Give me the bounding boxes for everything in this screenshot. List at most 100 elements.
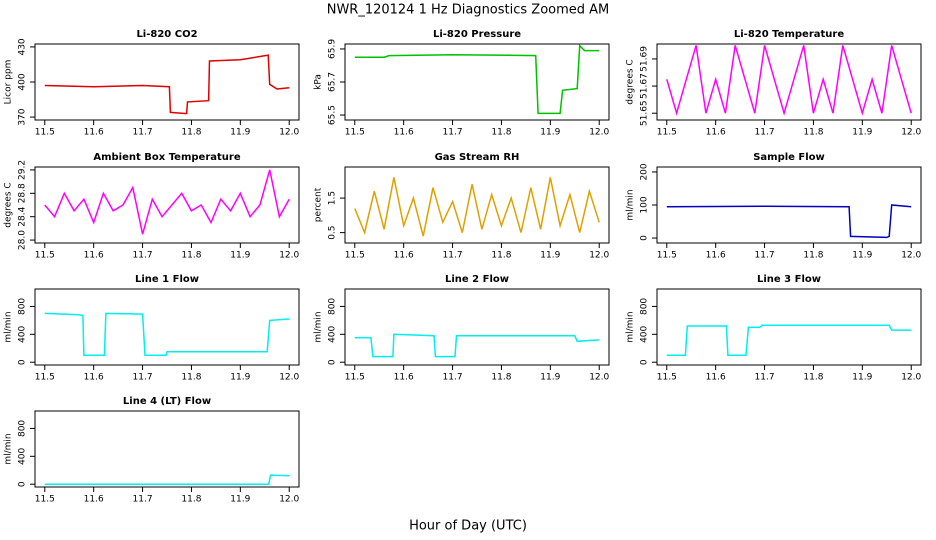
x-tick-label: 11.7: [755, 128, 775, 138]
x-tick-label: 11.8: [491, 251, 511, 261]
y-tick-label: 800: [18, 420, 28, 437]
x-tick-label: 11.9: [230, 128, 250, 138]
y-tick-label: 370: [18, 108, 28, 125]
x-tick-label: 11.8: [803, 251, 823, 261]
x-tick-label: 11.8: [491, 128, 511, 138]
panel-title: Li-820 CO2: [136, 29, 197, 40]
y-tick-label: 28.4: [18, 206, 28, 226]
x-axis-label: Hour of Day (UTC): [409, 519, 527, 534]
x-tick-label: 11.8: [181, 251, 201, 261]
y-tick-label: 0: [328, 359, 338, 365]
y-tick-label: 65.7: [328, 72, 338, 92]
plot-frame: [34, 43, 300, 121]
x-tick-label: 11.6: [84, 251, 104, 261]
panel-title: Li-820 Temperature: [734, 29, 844, 40]
y-tick-label: 400: [18, 447, 28, 464]
y-tick-label: 0: [640, 359, 650, 365]
x-tick-label: 11.6: [84, 128, 104, 138]
y-tick-label: 51.69: [640, 46, 650, 72]
x-tick-label: 12.0: [279, 373, 299, 383]
panel-title: Line 1 Flow: [135, 274, 199, 285]
y-axis-label: degrees C: [4, 182, 14, 227]
panel-title: Gas Stream RH: [435, 152, 520, 163]
x-tick-label: 11.6: [394, 373, 414, 383]
x-tick-label: 11.6: [84, 373, 104, 383]
x-tick-label: 11.5: [345, 373, 365, 383]
x-tick-label: 11.5: [35, 373, 55, 383]
x-tick-label: 11.5: [35, 495, 55, 505]
x-tick-label: 12.0: [901, 251, 921, 261]
x-tick-label: 11.7: [443, 251, 463, 261]
x-tick-label: 12.0: [279, 128, 299, 138]
plot-frame: [344, 43, 610, 121]
x-tick-label: 11.6: [706, 251, 726, 261]
y-tick-label: 1.5: [328, 191, 338, 205]
y-tick-label: 100: [640, 196, 650, 213]
x-tick-label: 11.9: [230, 373, 250, 383]
x-tick-label: 11.7: [133, 495, 153, 505]
y-tick-label: 430: [18, 38, 28, 55]
y-tick-label: 400: [18, 325, 28, 342]
x-tick-label: 11.6: [394, 128, 414, 138]
y-tick-label: 28.0: [18, 230, 28, 250]
x-tick-label: 11.7: [133, 251, 153, 261]
x-tick-label: 11.5: [345, 128, 365, 138]
x-tick-label: 11.6: [394, 251, 414, 261]
x-tick-label: 11.6: [706, 128, 726, 138]
y-axis-label: Licor ppm: [4, 60, 14, 105]
y-tick-label: 29.2: [18, 160, 28, 180]
x-tick-label: 11.7: [443, 373, 463, 383]
plot-frame: [344, 288, 610, 366]
x-tick-label: 11.8: [181, 373, 201, 383]
panel-title: Line 2 Flow: [445, 274, 509, 285]
x-tick-label: 11.5: [345, 251, 365, 261]
x-tick-label: 11.9: [852, 128, 872, 138]
y-tick-label: 400: [640, 325, 650, 342]
chart-title: NWR_120124 1 Hz Diagnostics Zoomed AM: [327, 3, 610, 18]
plot-frame: [34, 288, 300, 366]
y-tick-label: 0.5: [328, 225, 338, 239]
plot-frame: [656, 166, 922, 244]
plot-frame: [656, 43, 922, 121]
y-axis-label: ml/min: [626, 311, 636, 342]
series-line: [44, 474, 290, 485]
plot-frame: [34, 166, 300, 244]
x-tick-label: 12.0: [901, 373, 921, 383]
x-tick-label: 11.8: [491, 373, 511, 383]
y-axis-label: ml/min: [4, 311, 14, 342]
y-axis-label: ml/min: [4, 433, 14, 464]
x-tick-label: 11.7: [443, 128, 463, 138]
x-tick-label: 12.0: [589, 251, 609, 261]
x-tick-label: 11.6: [706, 373, 726, 383]
x-tick-label: 12.0: [279, 495, 299, 505]
y-tick-label: 800: [328, 298, 338, 315]
panel-title: Li-820 Pressure: [433, 29, 521, 40]
x-tick-label: 11.5: [35, 128, 55, 138]
x-tick-label: 11.5: [657, 373, 677, 383]
y-axis-label: kPa: [314, 74, 324, 90]
x-tick-label: 11.9: [230, 495, 250, 505]
x-tick-label: 11.9: [540, 251, 560, 261]
panel-title: Line 3 Flow: [757, 274, 821, 285]
x-tick-label: 11.8: [181, 128, 201, 138]
y-tick-label: 800: [640, 298, 650, 315]
y-tick-label: 65.5: [328, 105, 338, 125]
y-tick-label: 0: [640, 235, 650, 241]
x-tick-label: 11.5: [35, 251, 55, 261]
y-tick-label: 51.67: [640, 73, 650, 99]
x-tick-label: 11.9: [852, 373, 872, 383]
series-line: [354, 333, 600, 358]
y-axis-label: percent: [314, 187, 324, 222]
panel-title: Ambient Box Temperature: [93, 152, 240, 163]
plot-frame: [656, 288, 922, 366]
series-line: [354, 177, 600, 237]
y-axis-label: ml/min: [314, 311, 324, 342]
x-tick-label: 11.8: [181, 495, 201, 505]
x-tick-label: 11.5: [657, 251, 677, 261]
y-tick-label: 0: [18, 359, 28, 365]
x-tick-label: 11.6: [84, 495, 104, 505]
panel-title: Sample Flow: [753, 152, 825, 163]
x-tick-label: 11.8: [803, 128, 823, 138]
x-tick-label: 11.7: [755, 251, 775, 261]
x-tick-label: 11.7: [755, 373, 775, 383]
